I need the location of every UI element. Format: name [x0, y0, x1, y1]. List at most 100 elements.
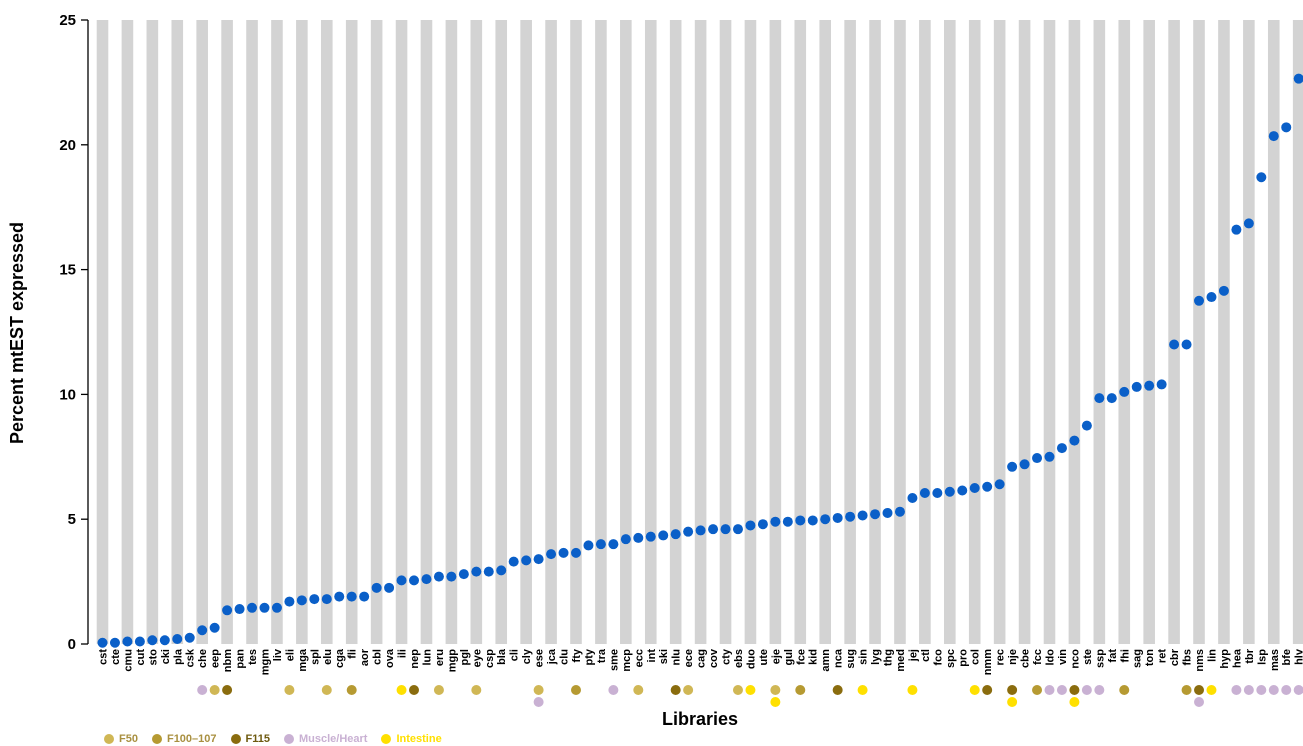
point-ski: [658, 530, 669, 541]
point-eru: [433, 571, 444, 582]
band-tra: [595, 20, 607, 644]
band-rec: [993, 20, 1006, 644]
x-label-vin: vin: [1057, 649, 1069, 665]
legend-item: F50: [104, 733, 138, 745]
group-dot-nmm: [982, 685, 993, 695]
band-cty: [719, 20, 732, 644]
x-label-bla: bla: [496, 648, 508, 665]
x-label-cga: cga: [334, 648, 346, 668]
group-dot-fbs: [1181, 685, 1192, 695]
point-cbl: [371, 582, 382, 593]
point-cbr: [1169, 339, 1180, 350]
band-mcp: [620, 20, 632, 644]
y-tick-label: 5: [68, 511, 76, 528]
x-label-nlu: nlu: [671, 649, 683, 666]
band-lun: [420, 20, 433, 644]
point-csk: [184, 632, 195, 643]
band-nco: [1068, 20, 1081, 644]
group-dot-tbr: [1243, 685, 1254, 695]
x-label-cbr: cbr: [1169, 648, 1181, 666]
group-dot-jej: [907, 685, 918, 695]
point-eje: [770, 516, 781, 527]
x-label-med: med: [895, 649, 907, 672]
band-nlu: [669, 20, 682, 644]
x-axis-title: Libraries: [662, 709, 738, 729]
band-eye: [470, 20, 483, 644]
x-label-ton: ton: [1144, 649, 1156, 666]
x-label-hea: hea: [1231, 648, 1243, 668]
legend-label: Muscle/Heart: [298, 733, 368, 745]
point-thg: [882, 507, 893, 518]
group-dot-ese: [533, 697, 544, 707]
x-label-mga: mga: [297, 648, 309, 672]
x-label-jca: jca: [546, 648, 558, 665]
point-nmm: [982, 481, 993, 492]
x-label-cty: cty: [721, 648, 733, 665]
group-dot-fhi: [1119, 685, 1130, 695]
point-nlu: [670, 529, 681, 540]
x-label-cte: cte: [110, 649, 122, 665]
point-gul: [782, 516, 793, 527]
point-fhi: [1119, 386, 1130, 397]
band-liv: [271, 20, 283, 644]
x-label-nca: nca: [833, 648, 845, 668]
x-label-cbl: cbl: [372, 649, 384, 665]
x-label-cki: cki: [160, 649, 172, 664]
point-liv: [271, 602, 282, 613]
point-lin: [1206, 292, 1217, 303]
x-label-pty: pty: [583, 648, 595, 665]
band-mas: [1267, 20, 1280, 644]
group-dot-ecc: [633, 685, 644, 695]
x-label-cov: cov: [708, 648, 720, 668]
point-cty: [720, 524, 731, 535]
band-sto: [146, 20, 159, 644]
point-nco: [1069, 435, 1080, 446]
point-rec: [994, 479, 1005, 490]
x-label-gul: gul: [783, 649, 795, 666]
x-label-pla: pla: [172, 648, 184, 665]
x-label-mas: mas: [1269, 649, 1281, 671]
x-label-che: che: [197, 649, 209, 668]
point-elu: [321, 594, 332, 605]
x-label-cst: cst: [98, 649, 110, 665]
point-hea: [1231, 224, 1242, 235]
point-ecc: [633, 532, 644, 543]
band-cbl: [370, 20, 383, 644]
legend-label: F50: [119, 733, 138, 745]
x-label-sin: sin: [858, 649, 870, 665]
x-label-ski: ski: [658, 649, 670, 664]
group-dot-hlv: [1293, 685, 1303, 695]
group-dot-nje: [1007, 685, 1018, 695]
point-fli: [346, 591, 357, 602]
point-ece: [683, 526, 694, 537]
x-label-kid: kid: [808, 649, 820, 665]
y-tick-label: 0: [68, 636, 76, 653]
point-fco: [932, 487, 943, 498]
group-dot-eje: [770, 685, 781, 695]
x-label-cut: cut: [135, 649, 147, 666]
point-duo: [745, 520, 756, 531]
group-dot-ste: [1081, 685, 1092, 695]
group-dot-nms: [1194, 697, 1205, 707]
band-fhi: [1118, 20, 1131, 644]
band-cmu: [121, 20, 134, 644]
x-label-spc: spc: [945, 649, 957, 668]
point-cmu: [122, 636, 133, 647]
group-dot-col: [969, 685, 980, 695]
legend-dot-icon: [104, 734, 114, 744]
point-tra: [595, 539, 606, 550]
x-label-thg: thg: [883, 649, 895, 666]
x-label-spl: spl: [309, 649, 321, 665]
x-label-fhi: fhi: [1119, 649, 1131, 662]
point-nep: [409, 575, 420, 586]
group-dot-bfe: [1281, 685, 1292, 695]
point-ili: [396, 575, 407, 586]
band-fli: [345, 20, 358, 644]
point-sag: [1131, 381, 1142, 392]
x-label-fce: fce: [795, 649, 807, 665]
point-fbs: [1181, 339, 1192, 350]
x-label-lyg: lyg: [870, 649, 882, 665]
legend-item: F100–107: [151, 733, 217, 745]
x-label-eye: eye: [471, 649, 483, 667]
x-label-duo: duo: [745, 649, 757, 669]
